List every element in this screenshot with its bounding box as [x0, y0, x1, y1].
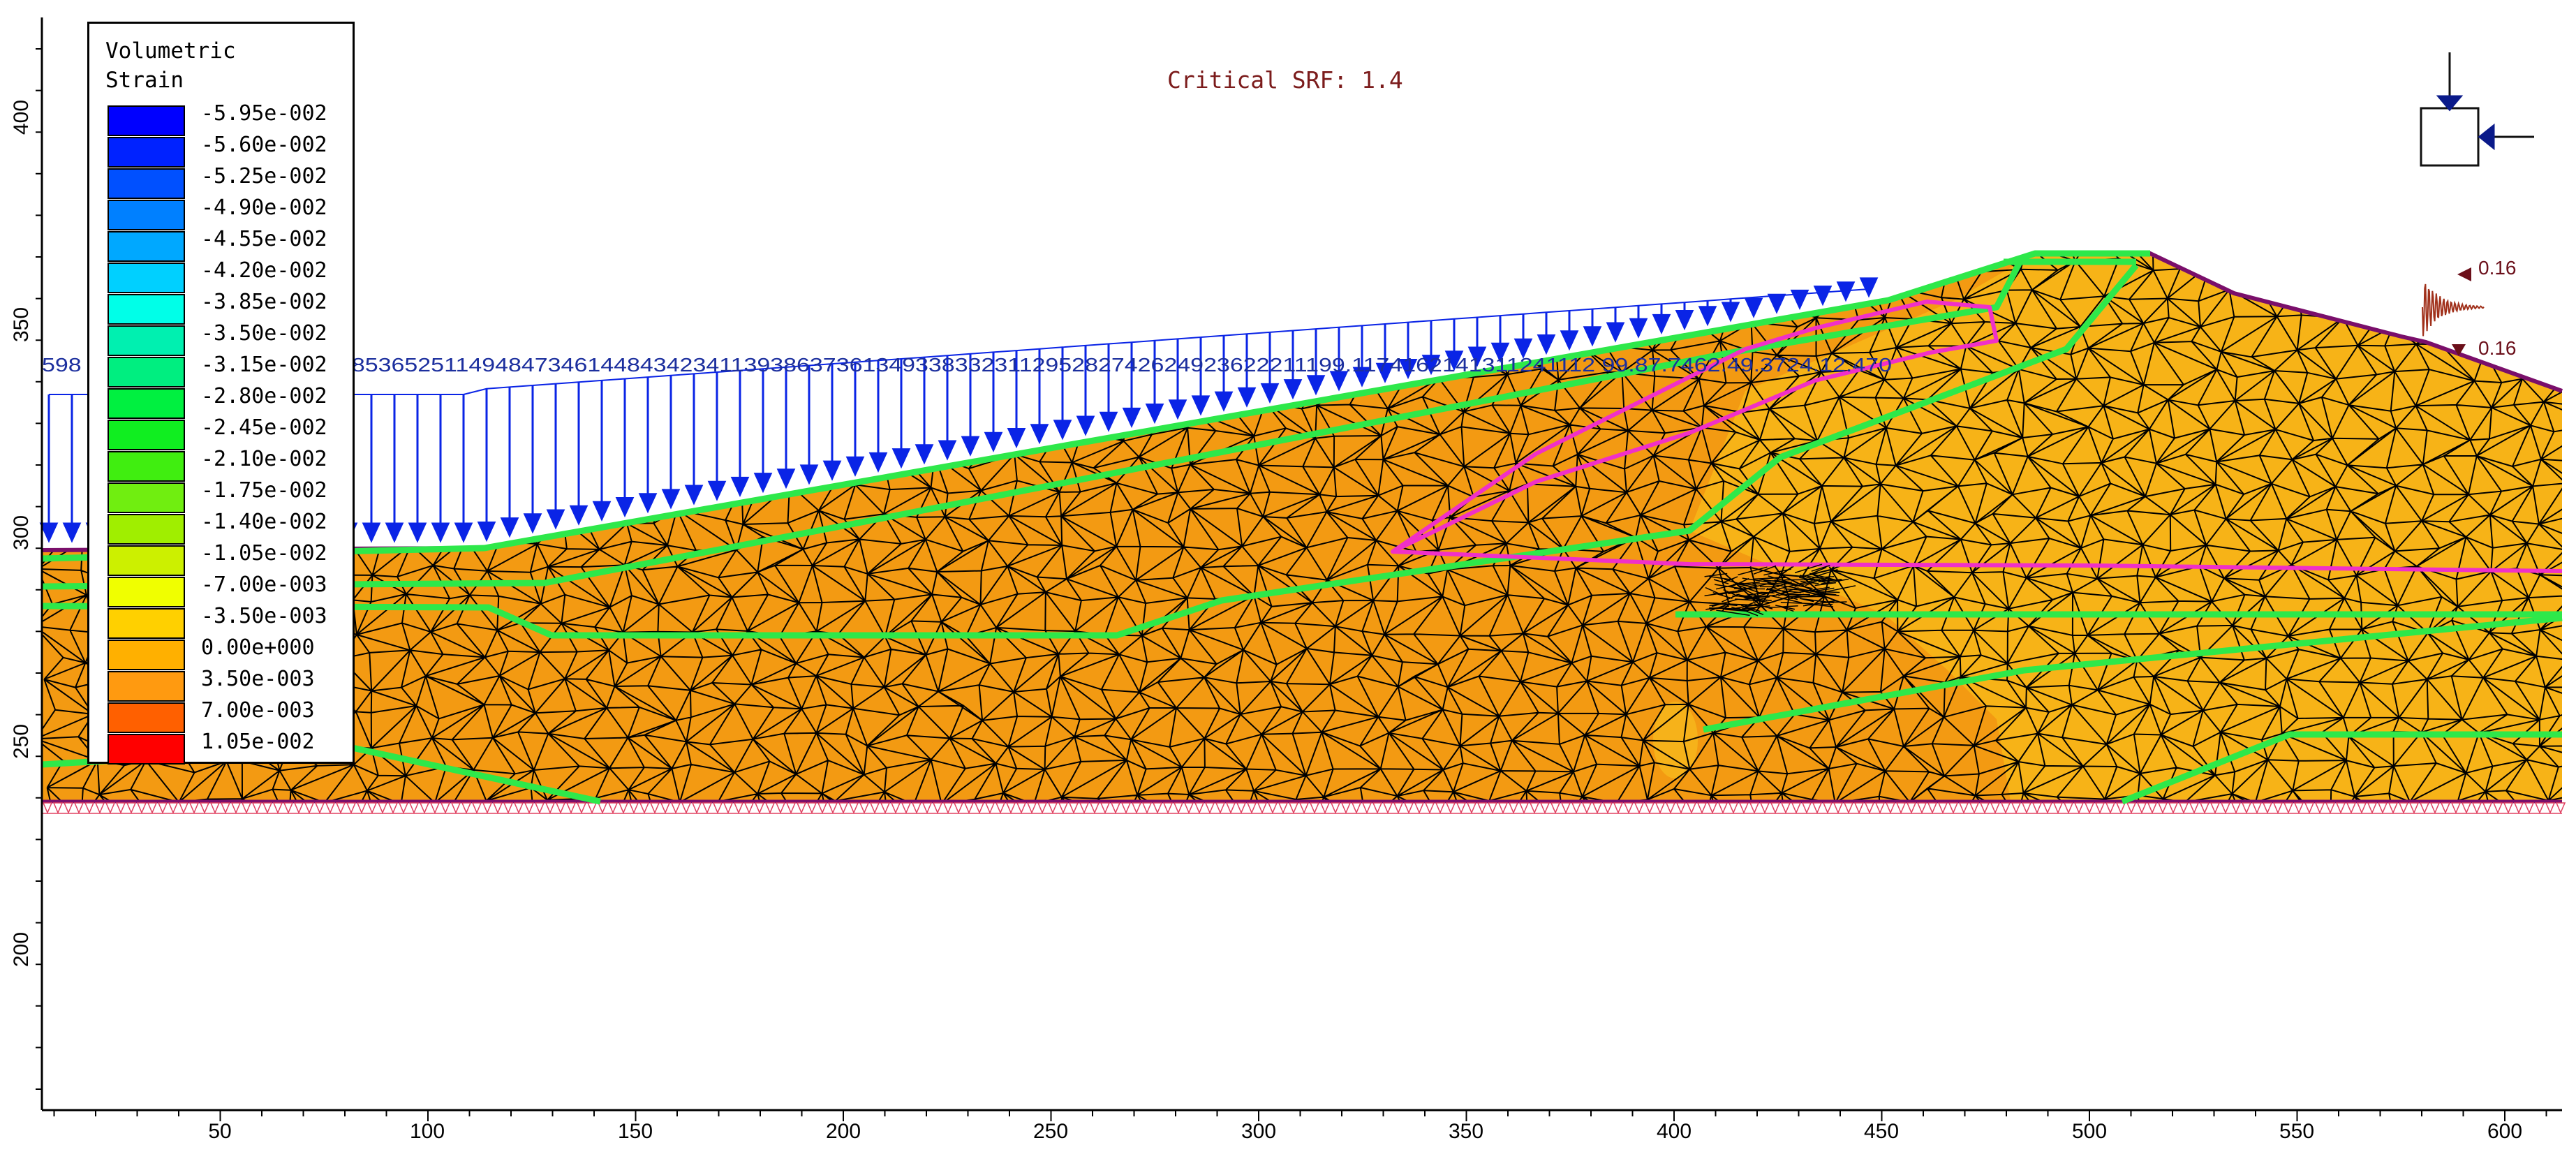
legend-label: -4.90e-002 [201, 195, 327, 220]
volumetric-strain-legend: Volumetric Strain -5.95e-002 -5.60e-002 -5… [87, 22, 355, 765]
legend-label: 7.00e-003 [201, 698, 315, 723]
legend-swatch [108, 608, 185, 639]
legend-label: -5.60e-002 [201, 133, 327, 157]
legend-label: -4.55e-002 [201, 227, 327, 251]
legend-swatch [108, 640, 185, 670]
legend-swatch [108, 482, 185, 513]
seismic-load-direction-icon [2420, 52, 2534, 167]
y-tick-label: 300 [10, 515, 33, 550]
fixity-support-row [42, 802, 2566, 814]
x-tick-label: 200 [826, 1120, 861, 1143]
legend-label: 0.00e+000 [201, 635, 315, 660]
legend-label: 3.50e-003 [201, 667, 315, 691]
legend-label: -2.45e-002 [201, 415, 327, 440]
legend-label: -5.25e-002 [201, 164, 327, 189]
seismic-signal: 0.16 0.16 [2422, 257, 2517, 359]
y-tick-label: 400 [10, 100, 33, 135]
legend-swatch [108, 231, 185, 262]
legend-swatch [108, 671, 185, 702]
x-tick-label: 250 [1033, 1120, 1068, 1143]
legend-label: -2.80e-002 [201, 384, 327, 408]
x-tick-label: 550 [2279, 1120, 2314, 1143]
seismic-marker-left-icon [2457, 267, 2471, 281]
critical-srf-label: Critical SRF: 1.4 [1167, 66, 1403, 94]
legend-title: Volumetric Strain [105, 38, 236, 93]
legend-swatch [108, 577, 185, 607]
legend-swatch [108, 734, 185, 765]
y-tick-label: 200 [10, 932, 33, 967]
x-tick-label: 500 [2072, 1120, 2107, 1143]
x-tick-label: 100 [410, 1120, 445, 1143]
legend-label: -3.50e-002 [201, 321, 327, 346]
x-tick-label: 300 [1241, 1120, 1276, 1143]
legend-label: -2.10e-002 [201, 447, 327, 471]
legend-label: -7.00e-003 [201, 573, 327, 597]
seismic-label-top: 0.16 [2478, 257, 2517, 279]
y-tick-label: 250 [10, 724, 33, 759]
legend-swatch [108, 137, 185, 168]
legend-label: 1.05e-002 [201, 730, 315, 754]
y-tick-label: 350 [10, 307, 33, 342]
legend-label: -3.85e-002 [201, 290, 327, 314]
y-axis-minor-ticks [36, 48, 42, 1090]
legend-label: -3.15e-002 [201, 353, 327, 377]
x-axis-minor-ticks [53, 1110, 2547, 1121]
legend-swatch [108, 388, 185, 419]
legend-swatch [108, 545, 185, 576]
legend-swatch [108, 702, 185, 733]
seismic-marker-down-icon [2452, 344, 2466, 356]
legend-swatch [108, 105, 185, 136]
legend-swatch [108, 200, 185, 230]
legend-label: -3.50e-003 [201, 604, 327, 628]
x-tick-label: 50 [208, 1120, 231, 1143]
critical-slip-surface [1391, 300, 2563, 573]
plot-axes [40, 17, 2562, 1112]
legend-label: -1.05e-002 [201, 541, 327, 566]
x-tick-label: 150 [618, 1120, 653, 1143]
legend-swatch [108, 357, 185, 387]
legend-label: -5.95e-002 [201, 101, 327, 126]
legend-swatch [108, 168, 185, 199]
legend-swatch [108, 263, 185, 293]
legend-swatch [108, 294, 185, 325]
seismic-label-bottom: 0.16 [2478, 337, 2517, 359]
legend-label: -1.75e-002 [201, 478, 327, 503]
mesh-refinement-cluster [1704, 563, 1856, 616]
legend-swatch [108, 514, 185, 545]
legend-label: -1.40e-002 [201, 510, 327, 534]
legend-swatch [108, 420, 185, 450]
legend-swatch [108, 325, 185, 356]
x-tick-label: 400 [1657, 1120, 1692, 1143]
y-axis-tick-labels: 400 350 300 250 200 [10, 100, 33, 967]
soil-body [42, 253, 2562, 802]
x-tick-label: 600 [2487, 1120, 2522, 1143]
x-tick-label: 350 [1449, 1120, 1483, 1143]
x-axis-tick-labels: 50 100 150 200 250 300 350 400 450 500 5… [208, 1120, 2522, 1143]
legend-label: -4.20e-002 [201, 258, 327, 283]
x-tick-label: 450 [1864, 1120, 1899, 1143]
legend-swatch [108, 451, 185, 482]
